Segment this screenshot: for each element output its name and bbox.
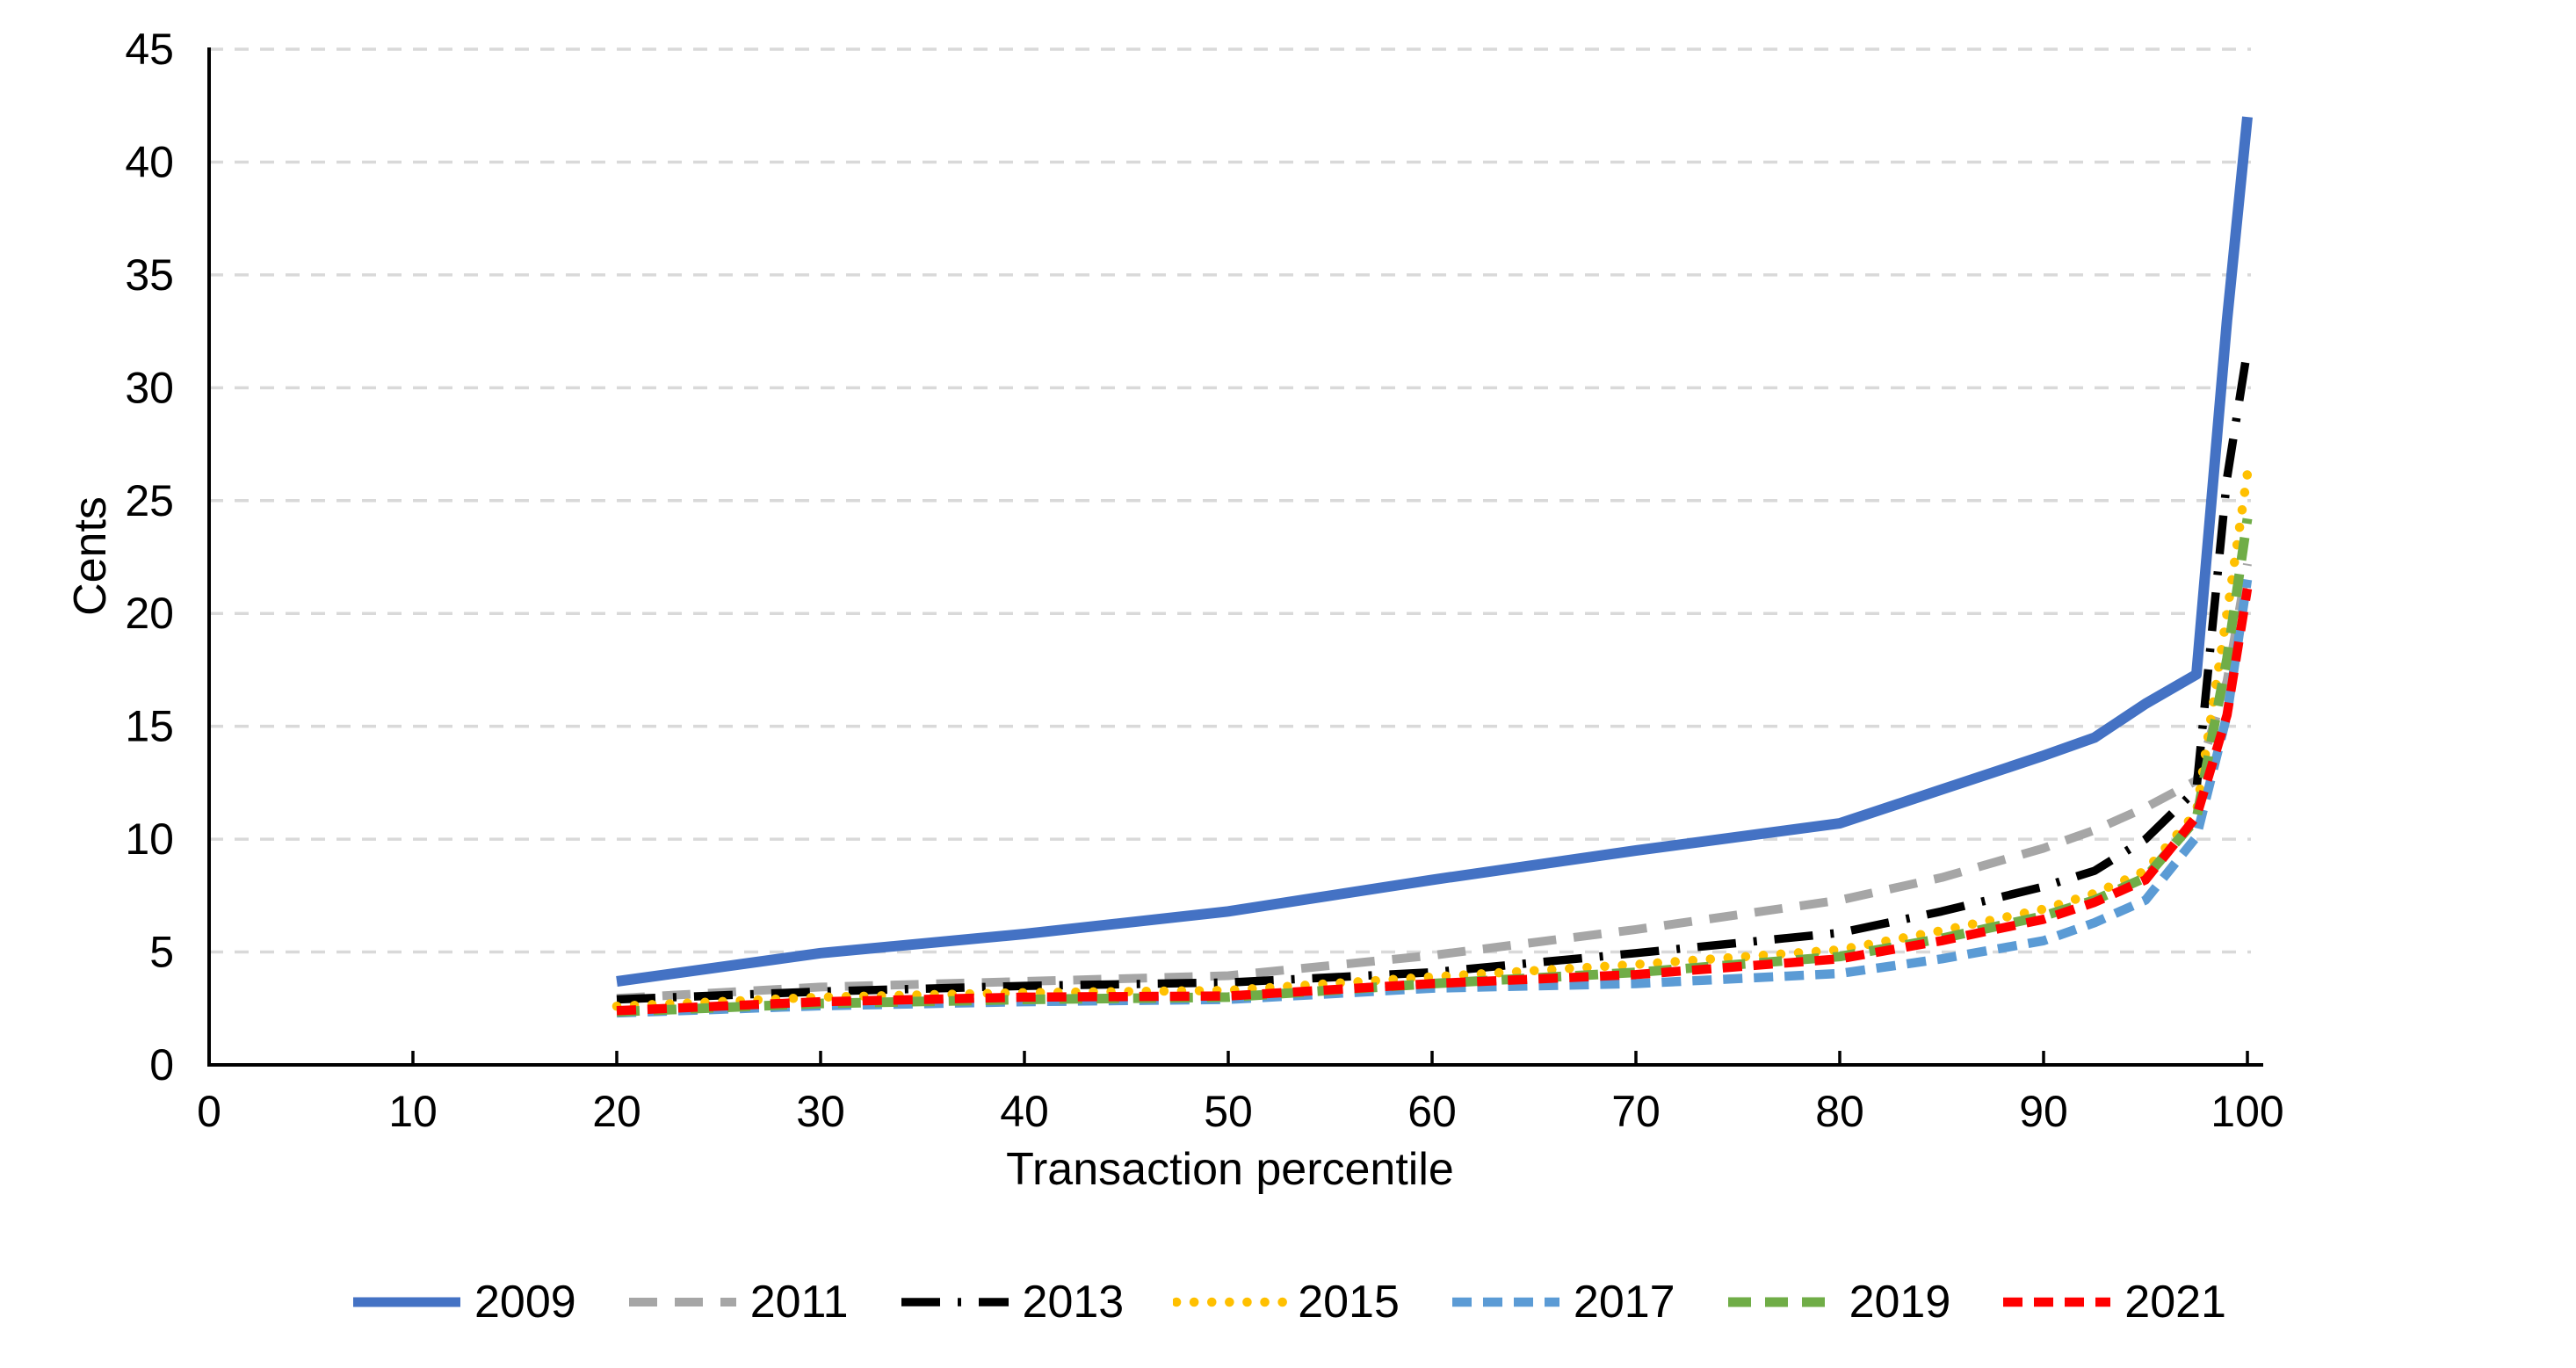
y-axis-title: Cents <box>65 496 116 616</box>
legend-label: 2021 <box>2124 1277 2226 1328</box>
series-line-2013 <box>616 348 2252 1004</box>
series-line-2009 <box>616 116 2253 987</box>
y-tick-label-35: 35 <box>125 250 174 300</box>
x-tick-label-100: 100 <box>2211 1087 2283 1136</box>
legend-item-2015: 2015 <box>1173 1279 1400 1325</box>
y-tick-label-45: 45 <box>125 25 174 74</box>
legend-item-2013: 2013 <box>898 1277 1125 1328</box>
x-tick-label-0: 0 <box>197 1087 221 1136</box>
legend-label: 2015 <box>1298 1277 1400 1328</box>
legend-item-2017: 2017 <box>1449 1279 1675 1325</box>
y-tick-label-20: 20 <box>125 589 174 638</box>
series-lines <box>611 116 2253 1018</box>
legend-label: 2013 <box>1022 1277 1125 1328</box>
y-tick-label-15: 15 <box>125 702 174 751</box>
y-tick-label-10: 10 <box>125 814 174 864</box>
x-tick-label-70: 70 <box>1611 1087 1661 1136</box>
legend-item-2011: 2011 <box>626 1279 849 1325</box>
series-line-2021 <box>616 588 2253 1016</box>
legend-line-swatch-2021 <box>2003 1297 2111 1307</box>
x-tick-label-40: 40 <box>1000 1087 1049 1136</box>
x-axis-title: Transaction percentile <box>1006 1144 1454 1195</box>
legend-item-2019: 2019 <box>1725 1277 1951 1328</box>
x-tick-label-60: 60 <box>1407 1087 1457 1136</box>
legend-line-swatch-2017 <box>1451 1297 1559 1307</box>
y-tick-label-0: 0 <box>149 1040 174 1089</box>
legend-item-2009: 2009 <box>350 1279 576 1325</box>
axis-labels: Transaction percentile Cents <box>65 496 1454 1195</box>
legend-label: 2017 <box>1573 1277 1675 1328</box>
x-tick-label-80: 80 <box>1815 1087 1864 1136</box>
y-tick-label-40: 40 <box>125 137 174 186</box>
legend-line-swatch-2015 <box>1173 1297 1288 1307</box>
series-line-2011 <box>616 562 2252 1003</box>
legend-label: 2009 <box>474 1277 576 1328</box>
x-tick-label-30: 30 <box>796 1087 845 1136</box>
y-tick-label-5: 5 <box>149 928 174 977</box>
chart-legend: 2009 2011 2013 2015 2017 <box>0 1279 2576 1325</box>
legend-label: 2019 <box>1849 1277 1951 1328</box>
legend-line-swatch-2009 <box>353 1297 461 1307</box>
x-tick-label-10: 10 <box>388 1087 438 1136</box>
x-tick-label-90: 90 <box>2019 1087 2068 1136</box>
x-tick-label-50: 50 <box>1204 1087 1253 1136</box>
legend-label: 2011 <box>749 1277 849 1328</box>
legend-line-swatch-2013 <box>901 1298 1009 1306</box>
x-tick-label-20: 20 <box>592 1087 641 1136</box>
y-tick-label-30: 30 <box>125 363 174 412</box>
y-tick-label-25: 25 <box>125 476 174 525</box>
legend-line-swatch-2019 <box>1727 1297 1835 1307</box>
gridlines <box>209 47 2251 954</box>
legend-line-swatch-2011 <box>628 1298 736 1306</box>
legend-item-2021: 2021 <box>2000 1279 2226 1325</box>
axes: 0 10 20 30 40 50 60 70 80 90 100 0 5 10 15 20 25 30 35 40 45 <box>125 25 2283 1136</box>
